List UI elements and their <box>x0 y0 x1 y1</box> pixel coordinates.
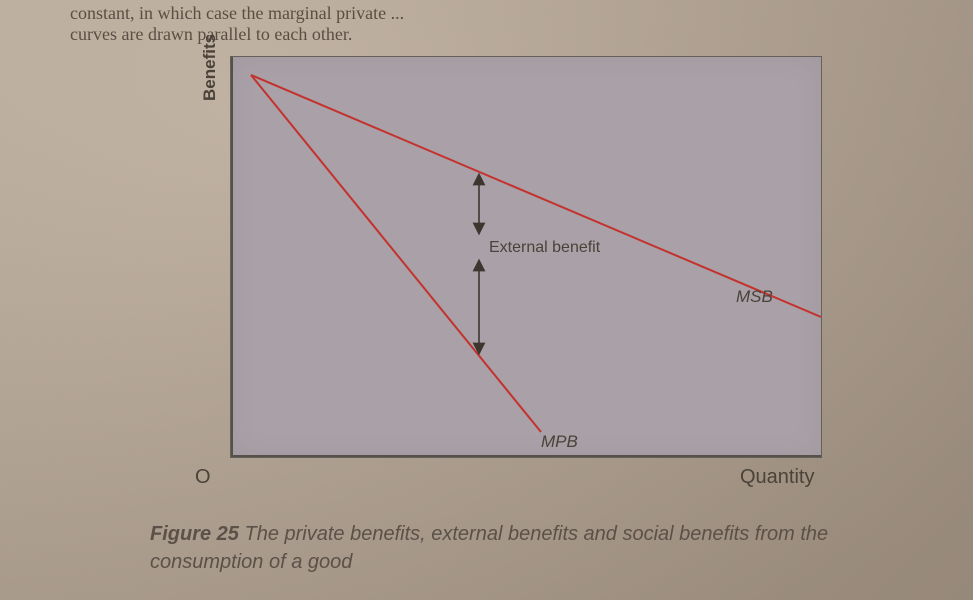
external-benefit-label: External benefit <box>489 239 601 256</box>
body-text-line-1: constant, in which case the marginal pri… <box>70 2 404 24</box>
plot-area: External benefit MSB MPB <box>230 56 822 458</box>
x-axis-label: Quantity <box>740 466 814 489</box>
origin-label: O <box>195 466 211 489</box>
page: constant, in which case the marginal pri… <box>0 0 973 600</box>
figure-caption-text: The private benefits, external benefits … <box>150 523 828 573</box>
msb-label: MSB <box>736 287 773 306</box>
figure: Benefits O Quantity <box>150 46 850 506</box>
figure-number: Figure 25 <box>150 523 239 545</box>
figure-caption: Figure 25 The private benefits, external… <box>150 520 850 576</box>
y-axis-label: Benefits <box>200 34 220 101</box>
chart-svg: External benefit MSB MPB <box>231 57 821 457</box>
msb-line <box>251 75 821 317</box>
mpb-label: MPB <box>541 432 578 451</box>
